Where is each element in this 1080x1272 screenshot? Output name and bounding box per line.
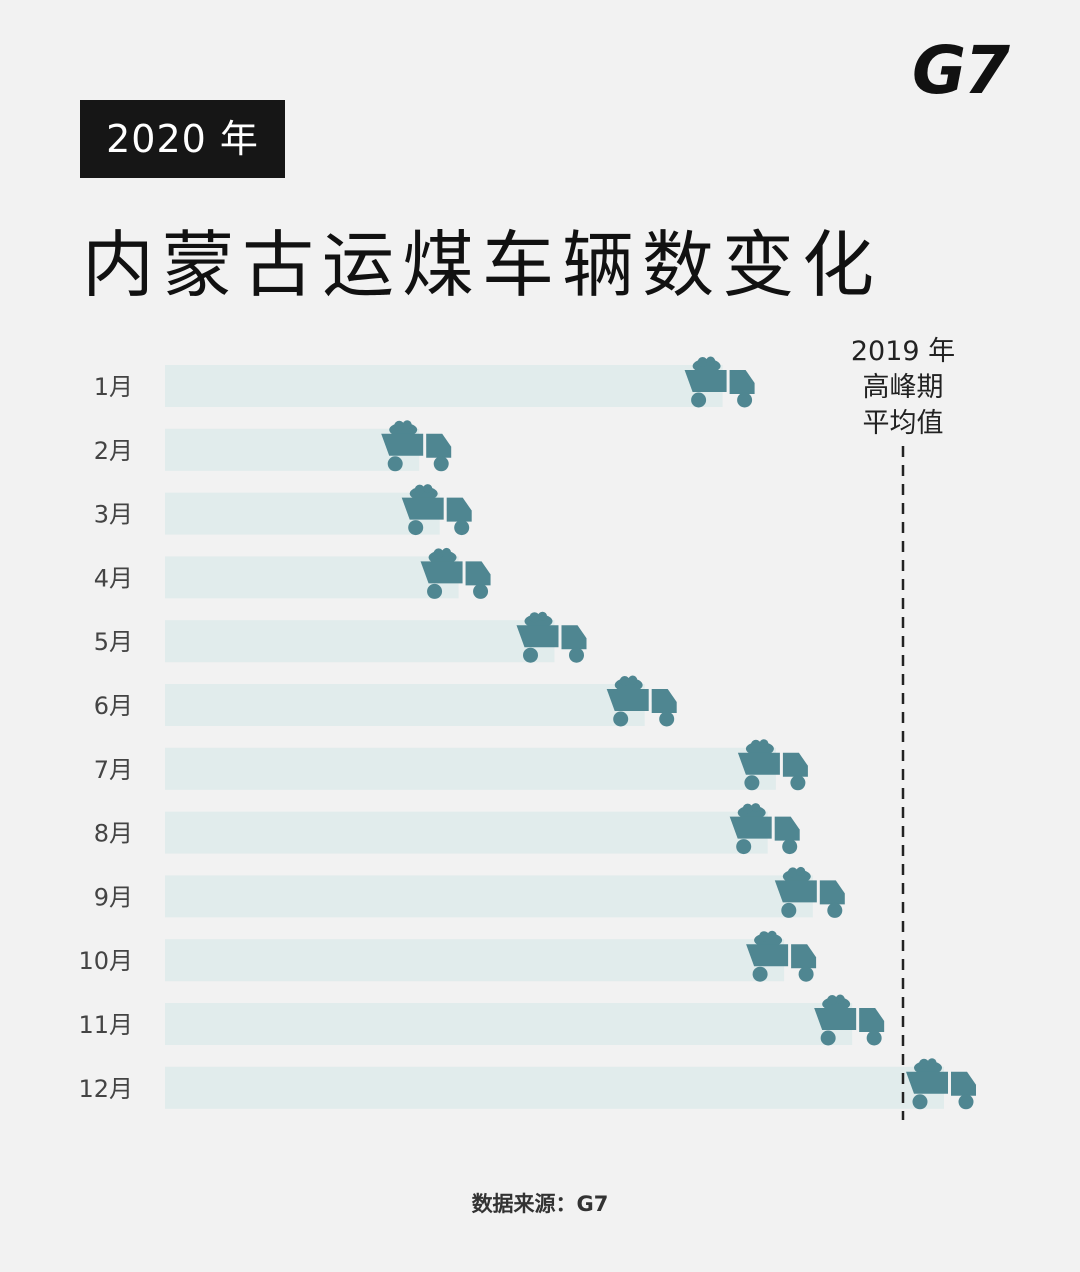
month-label: 10月 bbox=[78, 947, 133, 975]
bar-10 bbox=[165, 939, 785, 982]
reference-label: 平均值 bbox=[863, 408, 944, 439]
bar-12 bbox=[165, 1066, 944, 1109]
g7-logo: G7 bbox=[912, 32, 1010, 109]
bar-8 bbox=[165, 811, 768, 854]
bar-4 bbox=[165, 556, 459, 599]
bar-2 bbox=[165, 428, 420, 471]
month-label: 9月 bbox=[94, 883, 133, 911]
reference-label: 高峰期 bbox=[863, 372, 944, 403]
month-label: 6月 bbox=[94, 692, 133, 720]
bar-1 bbox=[165, 365, 723, 407]
bar-5 bbox=[165, 620, 555, 663]
reference-label: 2019 年 bbox=[851, 336, 955, 367]
month-label: 4月 bbox=[94, 564, 133, 592]
month-label: 8月 bbox=[94, 820, 133, 848]
chart-title: 内蒙古运煤车辆数变化 bbox=[82, 223, 883, 307]
year-badge: 2020 年 bbox=[80, 100, 285, 178]
data-source: 数据来源：G7 bbox=[471, 1192, 609, 1216]
bar-11 bbox=[165, 1003, 853, 1045]
month-label: 2月 bbox=[94, 437, 133, 465]
bar-6 bbox=[165, 684, 645, 726]
month-label: 5月 bbox=[94, 628, 133, 656]
month-label: 3月 bbox=[94, 501, 133, 529]
month-label: 12月 bbox=[78, 1075, 133, 1103]
bar-7 bbox=[165, 747, 776, 790]
month-label: 1月 bbox=[94, 373, 133, 401]
month-label: 11月 bbox=[78, 1011, 133, 1039]
bar-9 bbox=[165, 875, 813, 918]
bar-3 bbox=[165, 492, 440, 535]
month-label: 7月 bbox=[94, 756, 133, 784]
